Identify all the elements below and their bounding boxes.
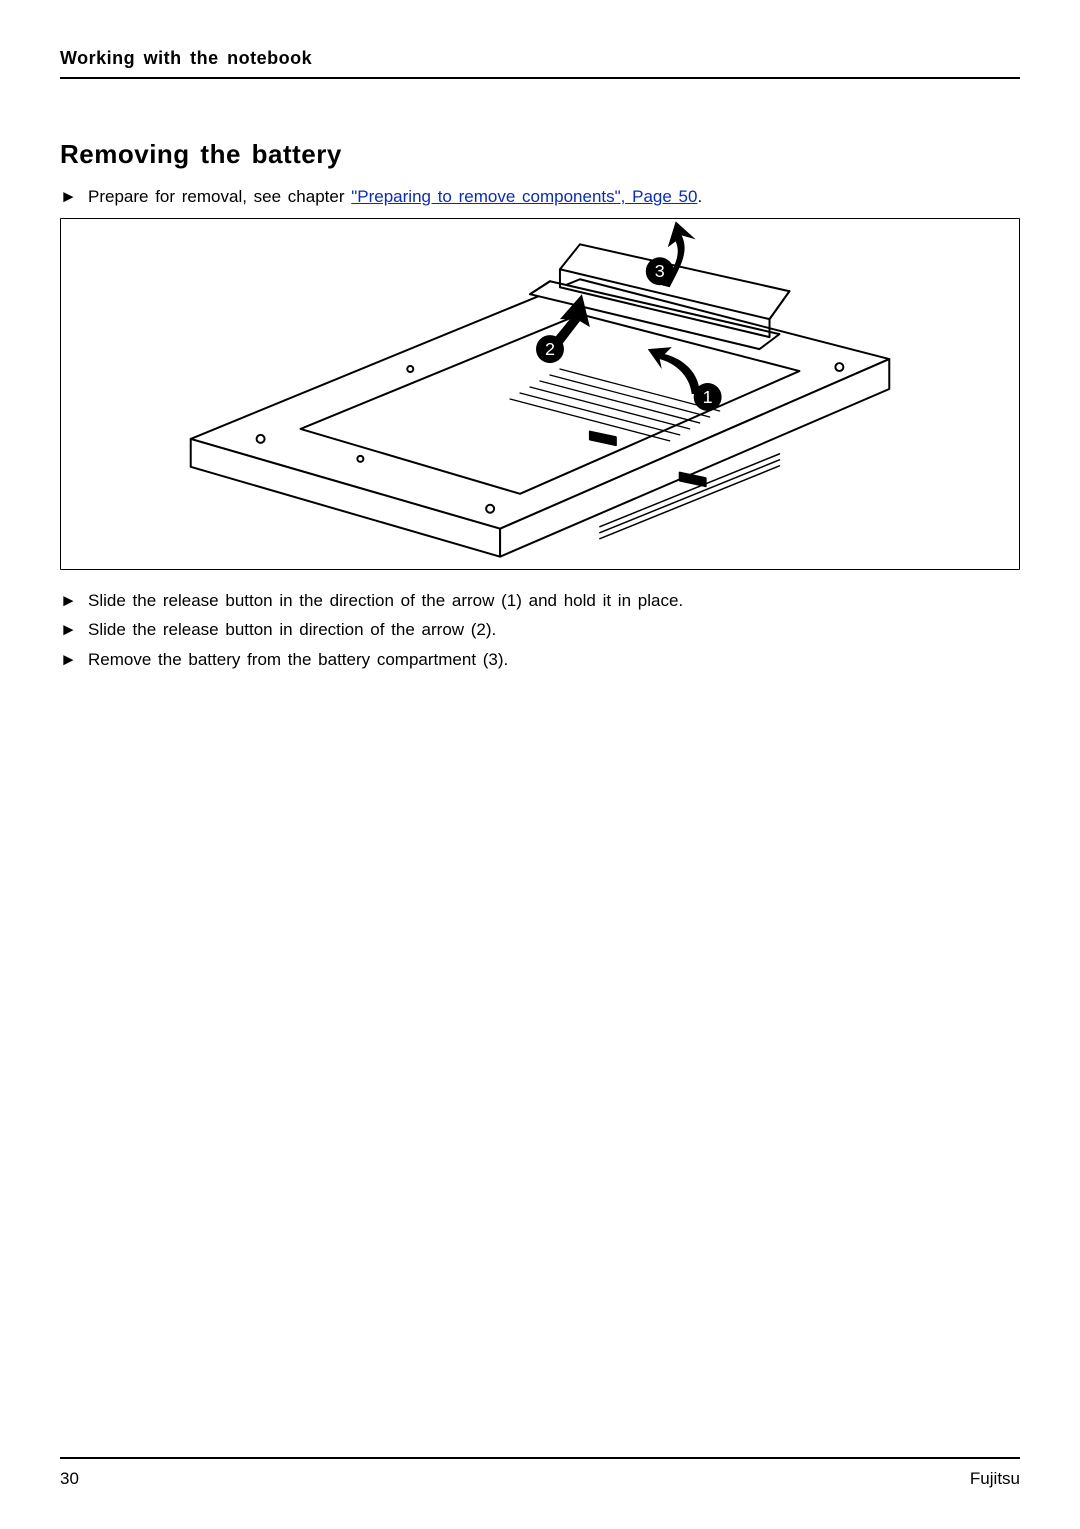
svg-text:2: 2: [545, 339, 555, 359]
step-slide-2: ► Slide the release button in direction …: [60, 617, 1020, 643]
step-text: Prepare for removal, see chapter "Prepar…: [88, 184, 702, 210]
laptop-illustration: 1 2 3: [61, 219, 1019, 569]
step-prepare: ► Prepare for removal, see chapter "Prep…: [60, 184, 1020, 210]
step-text: Slide the release button in the directio…: [88, 588, 683, 614]
bullet-icon: ►: [60, 617, 88, 643]
cross-ref-link[interactable]: "Preparing to remove components", Page 5…: [351, 187, 697, 206]
step-remove: ► Remove the battery from the battery co…: [60, 647, 1020, 673]
bullet-icon: ►: [60, 184, 88, 210]
svg-text:1: 1: [703, 386, 713, 406]
bullet-icon: ►: [60, 588, 88, 614]
step-slide-1: ► Slide the release button in the direct…: [60, 588, 1020, 614]
page-number: 30: [60, 1469, 79, 1489]
section-title: Removing the battery: [60, 139, 1020, 170]
step-text: Remove the battery from the battery comp…: [88, 647, 508, 673]
page-content: Removing the battery ► Prepare for remov…: [60, 79, 1020, 1457]
running-header: Working with the notebook: [60, 48, 1020, 79]
manual-page: Working with the notebook Removing the b…: [0, 0, 1080, 1529]
svg-text:3: 3: [655, 261, 665, 281]
step-text: Slide the release button in direction of…: [88, 617, 496, 643]
bullet-icon: ►: [60, 647, 88, 673]
footer-brand: Fujitsu: [970, 1469, 1020, 1489]
battery-removal-figure: 1 2 3: [60, 218, 1020, 570]
page-footer: 30 Fujitsu: [60, 1457, 1020, 1489]
